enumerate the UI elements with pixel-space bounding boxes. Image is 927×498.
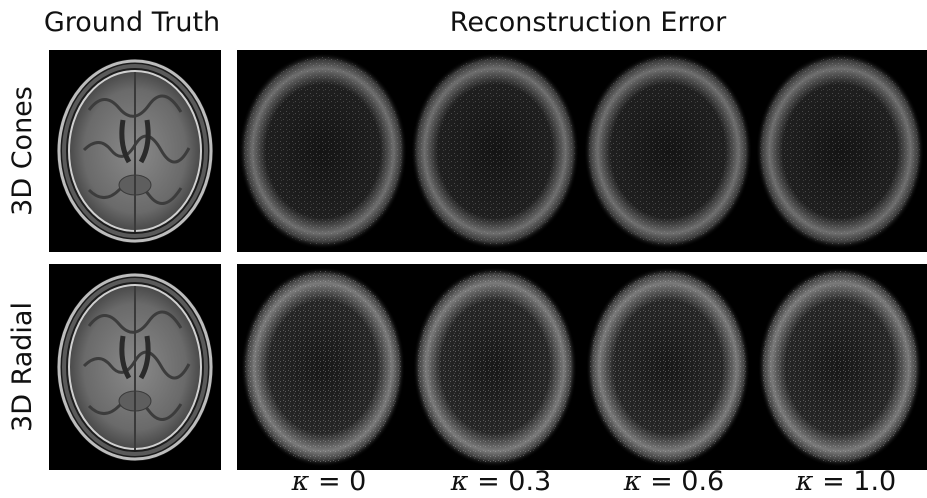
error-map-strip [237,264,927,470]
kappa-value: 0.6 [681,466,725,497]
ground-truth-mri-radial [49,264,221,470]
row-label-3d-radial: 3D Radial [0,264,46,470]
error-map-kappa-10 [758,267,922,467]
ground-truth-heading: Ground Truth [43,7,221,38]
kappa-value: 0.3 [508,466,552,497]
kappa-symbol: κ [291,466,310,497]
error-map-kappa-06 [584,53,752,249]
kappa-symbol: κ [795,466,814,497]
brain-mri-image [49,264,221,470]
kappa-label-0.3: κ = 0.3 [450,466,552,497]
error-map-kappa-10 [756,53,924,249]
kappa-value: 0 [349,466,367,497]
kappa-label-0: κ = 0 [291,466,367,497]
kappa-label-1.0: κ = 1.0 [795,466,897,497]
brain-mri-image [49,50,221,252]
error-map-strip [237,50,927,252]
kappa-value: 1.0 [853,466,897,497]
row-label-3d-cones-text: 3D Cones [7,86,38,216]
kappa-label-0.6: κ = 0.6 [623,466,725,497]
error-maps-radial [237,264,927,470]
error-map-kappa-0 [241,267,405,467]
error-map-kappa-0 [239,53,407,249]
kappa-symbol: κ [450,466,469,497]
ground-truth-mri-cones [49,50,221,252]
error-map-kappa-03 [411,53,579,249]
row-label-3d-cones: 3D Cones [0,50,46,252]
row-label-3d-radial-text: 3D Radial [7,302,39,432]
error-map-kappa-03 [413,267,577,467]
error-map-kappa-06 [586,267,750,467]
reconstruction-error-heading: Reconstruction Error [449,7,727,38]
kappa-symbol: κ [623,466,642,497]
error-maps-cones [237,50,927,252]
